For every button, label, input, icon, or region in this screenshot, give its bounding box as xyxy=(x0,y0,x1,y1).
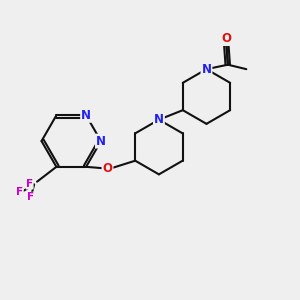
Text: N: N xyxy=(154,113,164,126)
Text: O: O xyxy=(103,162,112,175)
Text: N: N xyxy=(202,63,212,76)
Text: F: F xyxy=(27,192,34,202)
Text: O: O xyxy=(221,32,231,45)
Text: F: F xyxy=(16,187,23,197)
Text: N: N xyxy=(96,135,106,148)
Text: N: N xyxy=(81,109,91,122)
Text: F: F xyxy=(26,179,33,189)
